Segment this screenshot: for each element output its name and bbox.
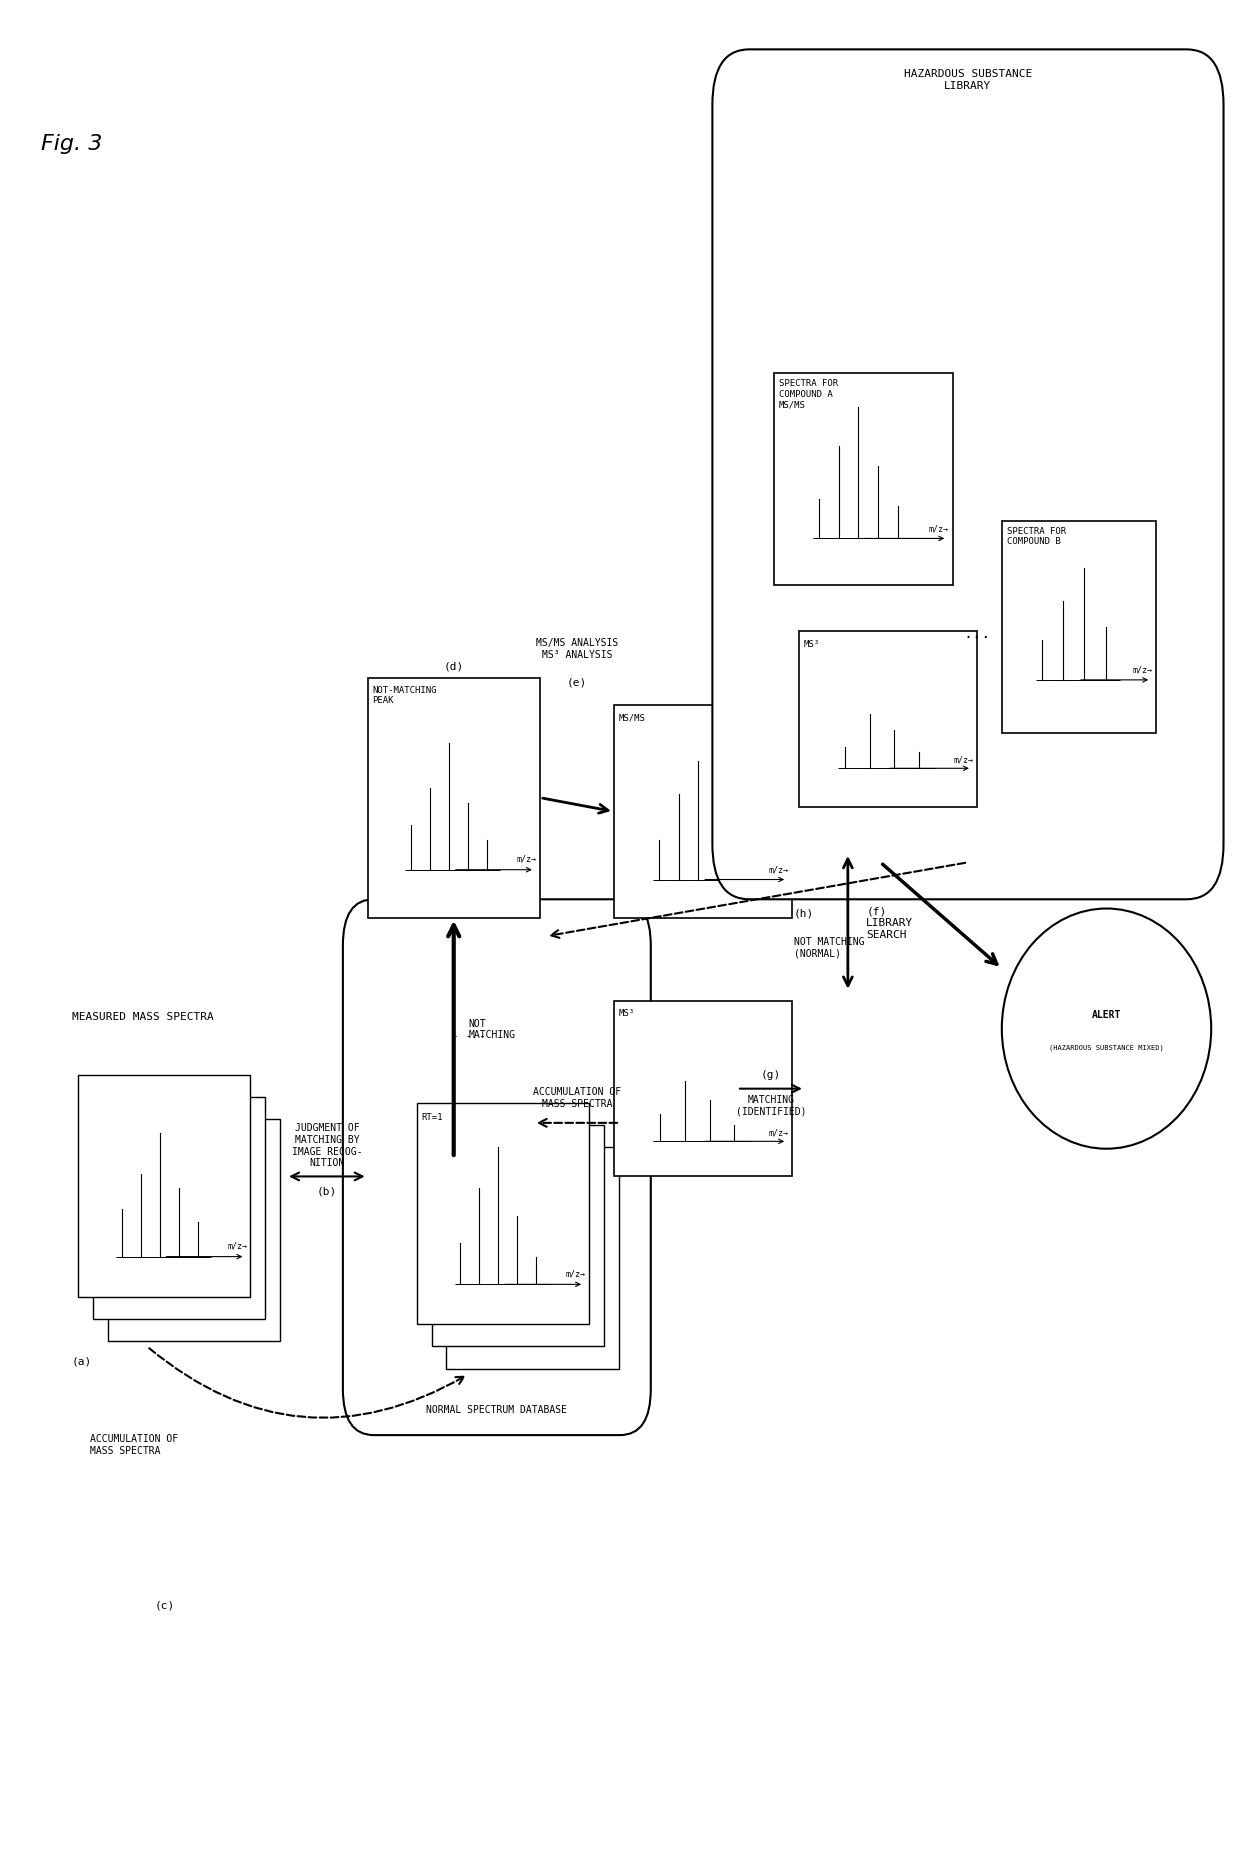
Text: m/z→: m/z→ xyxy=(227,1241,247,1250)
Text: ACCUMULATION OF
MASS SPECTRA: ACCUMULATION OF MASS SPECTRA xyxy=(91,1434,179,1454)
FancyBboxPatch shape xyxy=(367,679,539,918)
Text: (g): (g) xyxy=(761,1070,781,1080)
Text: m/z→: m/z→ xyxy=(1132,666,1153,673)
Text: (d): (d) xyxy=(444,660,464,672)
Text: MS/MS: MS/MS xyxy=(619,714,646,722)
Text: (e): (e) xyxy=(567,677,587,688)
FancyBboxPatch shape xyxy=(343,900,651,1436)
Text: m/z→: m/z→ xyxy=(565,1269,585,1278)
FancyBboxPatch shape xyxy=(614,1002,792,1176)
Text: NOT-MATCHING
PEAK: NOT-MATCHING PEAK xyxy=(372,686,436,705)
Text: NOT
MATCHING: NOT MATCHING xyxy=(469,1018,516,1041)
Text: m/z→: m/z→ xyxy=(517,853,537,863)
Text: NORMAL SPECTRUM DATABASE: NORMAL SPECTRUM DATABASE xyxy=(427,1404,568,1414)
FancyBboxPatch shape xyxy=(1002,521,1156,733)
Text: ...: ... xyxy=(963,625,991,640)
FancyBboxPatch shape xyxy=(799,633,977,807)
Text: RT=1: RT=1 xyxy=(422,1113,443,1120)
FancyBboxPatch shape xyxy=(614,707,792,918)
FancyBboxPatch shape xyxy=(712,50,1224,900)
FancyBboxPatch shape xyxy=(108,1120,280,1341)
Text: MS³: MS³ xyxy=(804,640,820,649)
Text: m/z→: m/z→ xyxy=(929,523,949,532)
FancyBboxPatch shape xyxy=(446,1146,619,1369)
Text: (a): (a) xyxy=(72,1356,92,1365)
Text: MATCHING
(IDENTIFIED): MATCHING (IDENTIFIED) xyxy=(735,1094,806,1117)
Text: m/z→: m/z→ xyxy=(954,755,973,764)
Text: (f)
LIBRARY
SEARCH: (f) LIBRARY SEARCH xyxy=(867,907,914,939)
FancyBboxPatch shape xyxy=(78,1076,250,1297)
Text: Fig. 3: Fig. 3 xyxy=(41,134,103,154)
Text: ALERT: ALERT xyxy=(1092,1009,1121,1018)
Text: MEASURED MASS SPECTRA: MEASURED MASS SPECTRA xyxy=(72,1011,213,1022)
Text: MS/MS ANALYSIS
MS³ ANALYSIS: MS/MS ANALYSIS MS³ ANALYSIS xyxy=(536,638,618,660)
FancyBboxPatch shape xyxy=(417,1104,589,1324)
Text: (c): (c) xyxy=(154,1599,175,1610)
FancyBboxPatch shape xyxy=(432,1126,604,1347)
Text: m/z→: m/z→ xyxy=(769,1128,789,1137)
FancyBboxPatch shape xyxy=(93,1098,265,1319)
Text: ACCUMULATION OF
MASS SPECTRA: ACCUMULATION OF MASS SPECTRA xyxy=(533,1087,621,1109)
Text: JUDGMENT OF
MATCHING BY
IMAGE RECOG-
NITION: JUDGMENT OF MATCHING BY IMAGE RECOG- NIT… xyxy=(291,1122,362,1167)
Text: (HAZARDOUS SUBSTANCE MIXED): (HAZARDOUS SUBSTANCE MIXED) xyxy=(1049,1044,1164,1050)
Text: SPECTRA FOR
COMPOUND A
MS/MS: SPECTRA FOR COMPOUND A MS/MS xyxy=(779,378,838,408)
Text: SPECTRA FOR
COMPOUND B: SPECTRA FOR COMPOUND B xyxy=(1007,527,1066,545)
Text: (h): (h) xyxy=(794,909,815,918)
Text: HAZARDOUS SUBSTANCE
LIBRARY: HAZARDOUS SUBSTANCE LIBRARY xyxy=(904,69,1032,91)
Text: (b): (b) xyxy=(316,1185,337,1196)
Text: m/z→: m/z→ xyxy=(769,864,789,874)
Ellipse shape xyxy=(1002,909,1211,1148)
Text: NOT MATCHING
(NORMAL): NOT MATCHING (NORMAL) xyxy=(794,937,864,959)
Text: - - -: - - - xyxy=(453,1030,486,1041)
FancyBboxPatch shape xyxy=(774,373,952,586)
Text: MS³: MS³ xyxy=(619,1009,635,1018)
